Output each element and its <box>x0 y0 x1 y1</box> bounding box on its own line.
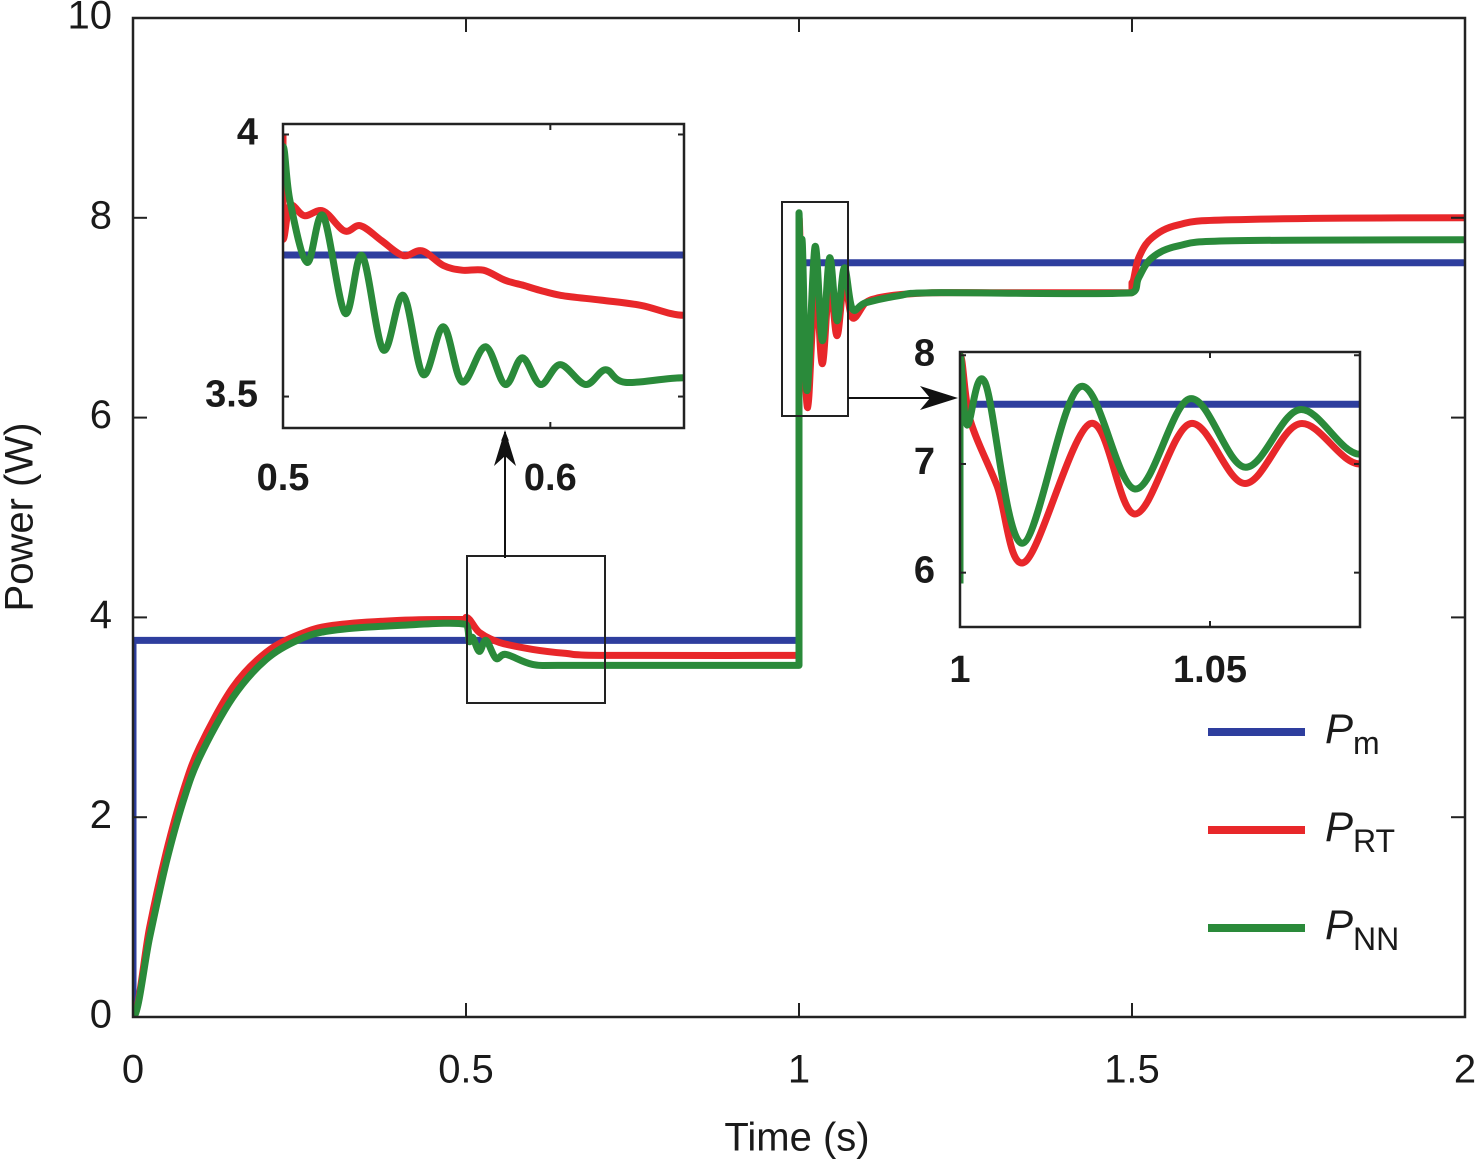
y-tick-label: 10 <box>68 0 113 38</box>
x-tick-label: 0.5 <box>257 457 310 499</box>
series-line <box>283 143 684 388</box>
y-tick-label: 0 <box>90 993 112 1037</box>
y-tick-label: 6 <box>90 393 112 437</box>
legend-subscript: m <box>1353 725 1380 761</box>
y-tick-label: 7 <box>914 441 935 483</box>
arrow-head <box>920 386 958 410</box>
plot-area <box>960 352 1360 627</box>
plot-frame <box>958 350 1362 629</box>
y-tick-label: 2 <box>90 793 112 837</box>
series-line <box>133 209 1465 1017</box>
x-tick-label: 0.6 <box>524 457 577 499</box>
legend-symbol: P <box>1325 901 1353 948</box>
series-line <box>960 352 1360 584</box>
x-tick-label: 1 <box>788 1048 810 1092</box>
zoom-box <box>781 201 849 417</box>
y-tick-label: 6 <box>914 550 935 592</box>
legend-subscript: NN <box>1353 921 1399 957</box>
legend-label: PRT <box>1325 803 1395 859</box>
y-tick-label: 8 <box>90 193 112 237</box>
legend-label: Pm <box>1325 705 1380 761</box>
legend-symbol: P <box>1325 803 1353 850</box>
series-line <box>960 400 1360 584</box>
y-tick-label: 8 <box>914 332 935 374</box>
legend-label: PNN <box>1325 901 1399 957</box>
legend-subscript: RT <box>1353 823 1395 859</box>
x-tick-label: 1 <box>949 649 970 691</box>
y-tick-label: 3.5 <box>205 374 258 416</box>
inset-plot: 0.5 0.6 3.5 4 <box>205 112 686 499</box>
y-tick-label: 4 <box>90 593 112 637</box>
y-axis-title: Power (W) <box>0 423 42 612</box>
inset-plot: 1 1.05 6 7 8 <box>914 332 1362 691</box>
x-axis-title: Time (s) <box>724 1116 869 1160</box>
x-tick-label: 0 <box>122 1048 144 1092</box>
plot-frame <box>281 122 686 430</box>
zoom-box <box>466 555 606 704</box>
x-tick-label: 1.5 <box>1104 1048 1160 1092</box>
x-tick-label: 0.5 <box>438 1048 494 1092</box>
series-line <box>960 352 1360 584</box>
legend-symbol: P <box>1325 705 1353 752</box>
arrow-head <box>494 430 516 466</box>
series-line <box>283 134 684 319</box>
y-tick-label: 4 <box>237 112 258 154</box>
x-tick-label: 1.05 <box>1173 649 1247 691</box>
x-tick-label: 2 <box>1454 1048 1476 1092</box>
